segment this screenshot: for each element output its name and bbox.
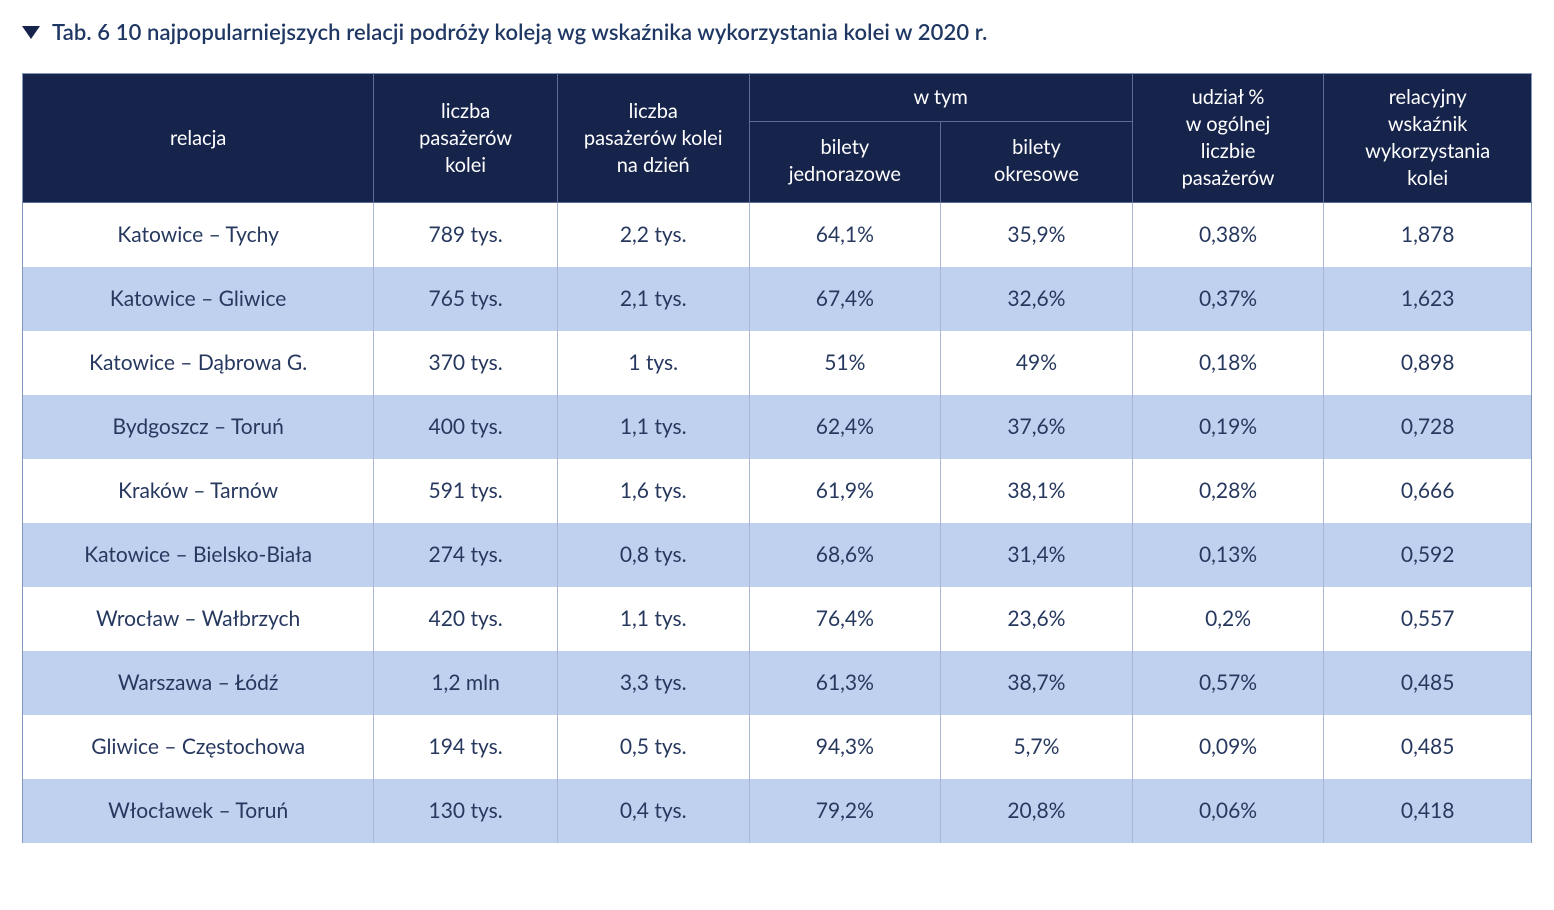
cell-p: 370 tys. xyxy=(374,331,558,395)
cell-w: 0,898 xyxy=(1324,331,1532,395)
table-row: Katowice – Tychy789 tys.2,2 tys.64,1%35,… xyxy=(23,203,1532,267)
cell-bj: 68,6% xyxy=(749,523,941,587)
cell-w: 0,557 xyxy=(1324,587,1532,651)
cell-bj: 79,2% xyxy=(749,779,941,843)
cell-p: 274 tys. xyxy=(374,523,558,587)
cell-relacja: Kraków – Tarnów xyxy=(23,459,374,523)
cell-p: 130 tys. xyxy=(374,779,558,843)
cell-d: 0,8 tys. xyxy=(557,523,749,587)
col-pasazerow: liczbapasażerówkolei xyxy=(374,74,558,203)
cell-w: 1,878 xyxy=(1324,203,1532,267)
cell-w: 0,485 xyxy=(1324,651,1532,715)
table-row: Katowice – Bielsko-Biała274 tys.0,8 tys.… xyxy=(23,523,1532,587)
cell-d: 0,5 tys. xyxy=(557,715,749,779)
cell-bo: 20,8% xyxy=(941,779,1133,843)
cell-relacja: Katowice – Tychy xyxy=(23,203,374,267)
col-udzial: udział %w ogólnejliczbiepasażerów xyxy=(1132,74,1324,203)
cell-p: 420 tys. xyxy=(374,587,558,651)
cell-bo: 31,4% xyxy=(941,523,1133,587)
cell-bj: 94,3% xyxy=(749,715,941,779)
cell-d: 1,1 tys. xyxy=(557,395,749,459)
cell-bo: 49% xyxy=(941,331,1133,395)
col-bilety-okresowe: biletyokresowe xyxy=(941,122,1133,203)
cell-p: 789 tys. xyxy=(374,203,558,267)
table-row: Warszawa – Łódź1,2 mln3,3 tys.61,3%38,7%… xyxy=(23,651,1532,715)
cell-d: 0,4 tys. xyxy=(557,779,749,843)
cell-bj: 76,4% xyxy=(749,587,941,651)
cell-bj: 64,1% xyxy=(749,203,941,267)
table-row: Katowice – Dąbrowa G.370 tys.1 tys.51%49… xyxy=(23,331,1532,395)
table-row: Włocławek – Toruń130 tys.0,4 tys.79,2%20… xyxy=(23,779,1532,843)
cell-relacja: Warszawa – Łódź xyxy=(23,651,374,715)
cell-relacja: Bydgoszcz – Toruń xyxy=(23,395,374,459)
cell-bj: 51% xyxy=(749,331,941,395)
cell-d: 1,6 tys. xyxy=(557,459,749,523)
cell-u: 0,13% xyxy=(1132,523,1324,587)
cell-d: 1,1 tys. xyxy=(557,587,749,651)
cell-u: 0,19% xyxy=(1132,395,1324,459)
cell-u: 0,18% xyxy=(1132,331,1324,395)
cell-u: 0,38% xyxy=(1132,203,1324,267)
cell-p: 765 tys. xyxy=(374,267,558,331)
cell-relacja: Włocławek – Toruń xyxy=(23,779,374,843)
cell-w: 1,623 xyxy=(1324,267,1532,331)
cell-relacja: Katowice – Dąbrowa G. xyxy=(23,331,374,395)
cell-w: 0,485 xyxy=(1324,715,1532,779)
cell-relacja: Katowice – Bielsko-Biała xyxy=(23,523,374,587)
cell-d: 1 tys. xyxy=(557,331,749,395)
table-row: Wrocław – Wałbrzych420 tys.1,1 tys.76,4%… xyxy=(23,587,1532,651)
table-row: Bydgoszcz – Toruń400 tys.1,1 tys.62,4%37… xyxy=(23,395,1532,459)
cell-bo: 38,7% xyxy=(941,651,1133,715)
col-na-dzien: liczbapasażerów koleina dzień xyxy=(557,74,749,203)
cell-p: 591 tys. xyxy=(374,459,558,523)
caption-text: Tab. 6 10 najpopularniejszych relacji po… xyxy=(52,18,987,45)
cell-w: 0,592 xyxy=(1324,523,1532,587)
col-bilety-jednorazowe: biletyjednorazowe xyxy=(749,122,941,203)
rail-relations-table: relacja liczbapasażerówkolei liczbapasaż… xyxy=(22,73,1532,843)
cell-bj: 62,4% xyxy=(749,395,941,459)
cell-u: 0,57% xyxy=(1132,651,1324,715)
cell-relacja: Katowice – Gliwice xyxy=(23,267,374,331)
cell-bo: 32,6% xyxy=(941,267,1133,331)
table-body: Katowice – Tychy789 tys.2,2 tys.64,1%35,… xyxy=(23,203,1532,843)
col-wskaznik: relacyjnywskaźnikwykorzystaniakolei xyxy=(1324,74,1532,203)
cell-d: 2,1 tys. xyxy=(557,267,749,331)
table-row: Gliwice – Częstochowa194 tys.0,5 tys.94,… xyxy=(23,715,1532,779)
cell-u: 0,37% xyxy=(1132,267,1324,331)
col-relacja: relacja xyxy=(23,74,374,203)
cell-u: 0,09% xyxy=(1132,715,1324,779)
cell-d: 3,3 tys. xyxy=(557,651,749,715)
cell-bo: 37,6% xyxy=(941,395,1133,459)
cell-relacja: Gliwice – Częstochowa xyxy=(23,715,374,779)
cell-u: 0,28% xyxy=(1132,459,1324,523)
cell-bj: 61,9% xyxy=(749,459,941,523)
table-row: Kraków – Tarnów591 tys.1,6 tys.61,9%38,1… xyxy=(23,459,1532,523)
cell-u: 0,2% xyxy=(1132,587,1324,651)
cell-w: 0,666 xyxy=(1324,459,1532,523)
cell-bo: 5,7% xyxy=(941,715,1133,779)
table-caption: Tab. 6 10 najpopularniejszych relacji po… xyxy=(22,18,1532,45)
cell-bo: 38,1% xyxy=(941,459,1133,523)
table-row: Katowice – Gliwice765 tys.2,1 tys.67,4%3… xyxy=(23,267,1532,331)
cell-d: 2,2 tys. xyxy=(557,203,749,267)
cell-p: 1,2 mln xyxy=(374,651,558,715)
cell-bj: 61,3% xyxy=(749,651,941,715)
cell-bo: 23,6% xyxy=(941,587,1133,651)
cell-p: 400 tys. xyxy=(374,395,558,459)
cell-bo: 35,9% xyxy=(941,203,1133,267)
cell-w: 0,418 xyxy=(1324,779,1532,843)
cell-p: 194 tys. xyxy=(374,715,558,779)
cell-bj: 67,4% xyxy=(749,267,941,331)
cell-u: 0,06% xyxy=(1132,779,1324,843)
table-header: relacja liczbapasażerówkolei liczbapasaż… xyxy=(23,74,1532,203)
col-w-tym: w tym xyxy=(749,74,1132,122)
triangle-down-icon xyxy=(22,26,40,39)
cell-w: 0,728 xyxy=(1324,395,1532,459)
cell-relacja: Wrocław – Wałbrzych xyxy=(23,587,374,651)
